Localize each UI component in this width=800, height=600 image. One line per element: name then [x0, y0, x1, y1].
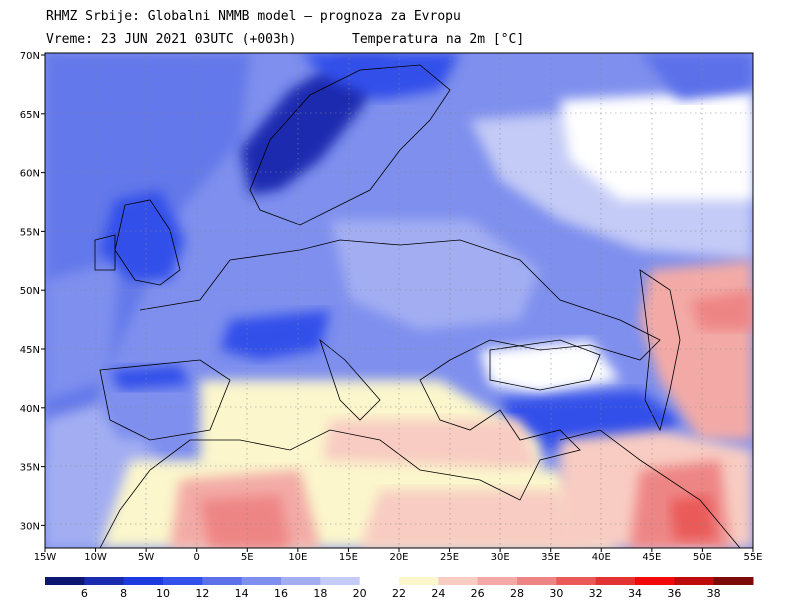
colorbar-swatch	[477, 577, 518, 585]
colorbar-swatch	[556, 577, 597, 585]
colorbar-swatch	[241, 577, 282, 585]
lon-label: 5E	[241, 552, 254, 563]
colorbar-swatch	[517, 577, 557, 585]
lat-label: 30N	[20, 521, 40, 532]
lat-label: 35N	[20, 463, 40, 474]
lon-label: 45E	[642, 552, 661, 563]
colorbar-swatch	[399, 577, 439, 585]
lon-label: 15W	[34, 552, 57, 563]
colorbar-label: 26	[471, 587, 485, 600]
colorbar-label: 16	[274, 587, 288, 600]
lon-label: 15E	[339, 552, 358, 563]
lon-label: 40E	[592, 552, 611, 563]
lon-label: 30E	[491, 552, 510, 563]
lat-label: 40N	[20, 404, 40, 415]
colorbar-label: 34	[628, 587, 642, 600]
colorbar-swatch	[45, 577, 85, 585]
lat-label: 45N	[20, 345, 40, 356]
lat-label: 60N	[20, 169, 40, 180]
longitude-labels: 15W 10W 5W 0 5E 10E 15E 20E 25E 30E 35E 40E 45E 50E 55…	[34, 548, 763, 563]
lon-label: 5W	[138, 552, 154, 563]
lat-label: 70N	[20, 51, 40, 62]
colorbar-swatch	[84, 577, 125, 585]
colorbar-swatch	[359, 577, 400, 585]
lat-label: 55N	[20, 227, 40, 238]
colorbar-label: 14	[235, 587, 249, 600]
colorbar-swatch	[320, 577, 361, 585]
colorbar-swatch	[595, 577, 636, 585]
colorbar-swatch	[635, 577, 675, 585]
colorbar-label: 10	[156, 587, 170, 600]
map-title: RHMZ Srbije: Globalni NMMB model — progn…	[46, 9, 461, 24]
colorbar-label: 8	[120, 587, 127, 600]
colorbar-label: 20	[353, 587, 367, 600]
lon-label: 55E	[743, 552, 762, 563]
colorbar-swatch	[713, 577, 754, 585]
colorbar: 6 8 10 12 14 16 18 20 22 24 26 28 30 32 34 36 38	[45, 577, 754, 600]
grid-lines	[45, 53, 753, 548]
colorbar-swatch	[281, 577, 321, 585]
forecast-time: Vreme: 23 JUN 2021 03UTC (+003h)	[46, 32, 297, 47]
lon-label: 20E	[389, 552, 408, 563]
lon-label: 0	[194, 552, 200, 563]
lon-label: 10E	[288, 552, 307, 563]
colorbar-swatch	[674, 577, 715, 585]
colorbar-label: 12	[195, 587, 209, 600]
lon-label: 35E	[541, 552, 560, 563]
latitude-labels: 70N 65N 60N 55N 50N 45N 40N 35N 30N	[20, 51, 45, 532]
colorbar-label: 6	[81, 587, 88, 600]
lon-label: 25E	[440, 552, 459, 563]
colorbar-label: 18	[313, 587, 327, 600]
colorbar-swatch	[202, 577, 243, 585]
colorbar-label: 36	[667, 587, 681, 600]
colorbar-label: 32	[589, 587, 603, 600]
temperature-field	[45, 53, 753, 548]
lat-label: 50N	[20, 286, 40, 297]
colorbar-label: 22	[392, 587, 406, 600]
lon-label: 50E	[693, 552, 712, 563]
colorbar-label: 38	[707, 587, 721, 600]
lon-label: 10W	[84, 552, 107, 563]
variable-name: Temperatura na 2m [°C]	[352, 32, 525, 47]
colorbar-swatch	[163, 577, 203, 585]
colorbar-swatch	[123, 577, 164, 585]
lat-label: 65N	[20, 110, 40, 121]
colorbar-label: 24	[431, 587, 445, 600]
colorbar-label: 28	[510, 587, 524, 600]
coastlines	[94, 64, 741, 548]
colorbar-label: 30	[549, 587, 563, 600]
colorbar-swatch	[438, 577, 479, 585]
